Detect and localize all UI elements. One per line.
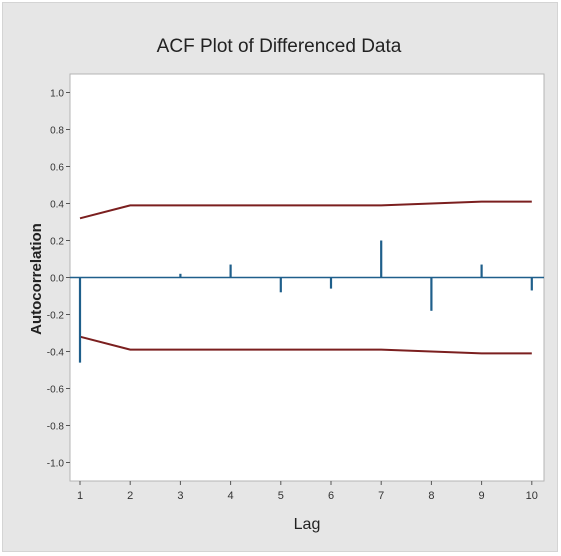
y-tick-label: -1.0 xyxy=(47,459,65,470)
x-axis: 1 2 3 4 5 6 7 8 9 10 xyxy=(77,481,538,502)
y-tick-label: 0.4 xyxy=(50,200,64,211)
acf-chart: ACF Plot of Differenced Data 1.0 0.8 0.6 0.… xyxy=(3,3,557,551)
x-tick-label: 10 xyxy=(526,490,538,502)
y-axis: 1.0 0.8 0.6 0.4 0.2 0.0 -0.2 -0.4 -0.6 -0.8 -1.0 xyxy=(47,89,70,470)
y-tick-label: -0.6 xyxy=(47,385,65,396)
y-tick-label: 0.0 xyxy=(50,274,64,285)
x-tick-label: 1 xyxy=(77,490,83,502)
y-tick-label: 1.0 xyxy=(50,89,64,100)
x-tick-label: 4 xyxy=(228,490,234,502)
chart-title: ACF Plot of Differenced Data xyxy=(157,36,402,57)
x-tick-label: 6 xyxy=(328,490,334,502)
x-tick-label: 7 xyxy=(378,490,384,502)
x-tick-label: 2 xyxy=(127,490,133,502)
y-tick-label: -0.4 xyxy=(47,348,65,359)
x-tick-label: 5 xyxy=(278,490,284,502)
x-axis-label: Lag xyxy=(294,516,321,533)
x-tick-label: 9 xyxy=(479,490,485,502)
y-tick-label: -0.8 xyxy=(47,422,65,433)
x-tick-label: 8 xyxy=(428,490,434,502)
y-tick-label: 0.2 xyxy=(50,237,64,248)
y-tick-label: 0.6 xyxy=(50,163,64,174)
x-tick-label: 3 xyxy=(177,490,183,502)
y-axis-label: Autocorrelation xyxy=(28,223,45,335)
y-tick-label: 0.8 xyxy=(50,126,64,137)
y-tick-label: -0.2 xyxy=(47,311,65,322)
